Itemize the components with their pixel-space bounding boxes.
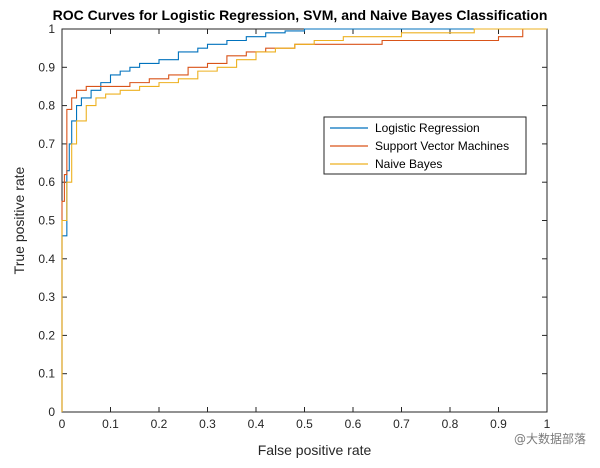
x-tick-label: 0 bbox=[59, 417, 66, 431]
x-tick-label: 0.2 bbox=[151, 417, 168, 431]
chart-title: ROC Curves for Logistic Regression, SVM,… bbox=[53, 7, 548, 23]
plot-area bbox=[61, 28, 548, 413]
y-axis-label: True positive rate bbox=[11, 166, 27, 274]
y-tick-label: 0.6 bbox=[38, 175, 55, 189]
x-tick-label: 0.9 bbox=[490, 417, 507, 431]
x-tick-label: 1 bbox=[544, 417, 551, 431]
series-line-naive-bayes bbox=[61, 28, 547, 412]
x-tick-label: 0.4 bbox=[248, 417, 265, 431]
y-tick-label: 0.1 bbox=[38, 367, 55, 381]
x-tick-label: 0.5 bbox=[296, 417, 313, 431]
x-tick-label: 0.3 bbox=[199, 417, 216, 431]
series-line-logistic-regression bbox=[61, 28, 547, 412]
y-tick-label: 0.9 bbox=[38, 60, 55, 74]
legend-entry: Support Vector Machines bbox=[375, 139, 509, 153]
legend-entry: Logistic Regression bbox=[375, 121, 480, 135]
x-axis-label: False positive rate bbox=[258, 442, 372, 458]
y-tick-label: 0.3 bbox=[38, 290, 55, 304]
y-tick-label: 0.4 bbox=[38, 252, 55, 266]
legend-entry: Naive Bayes bbox=[375, 157, 442, 171]
y-tick-label: 0.5 bbox=[38, 214, 55, 228]
x-tick-label: 0.8 bbox=[442, 417, 459, 431]
x-tick-label: 0.7 bbox=[393, 417, 410, 431]
x-tick-label: 0.1 bbox=[102, 417, 119, 431]
y-tick-label: 0 bbox=[48, 405, 55, 419]
x-tick-label: 0.6 bbox=[345, 417, 362, 431]
series-line-support-vector-machines bbox=[61, 28, 547, 412]
y-tick-label: 0.7 bbox=[38, 137, 55, 151]
y-tick-label: 1 bbox=[48, 22, 55, 36]
y-tick-label: 0.2 bbox=[38, 328, 55, 342]
y-tick-label: 0.8 bbox=[38, 99, 55, 113]
watermark: @大数据部落 bbox=[513, 432, 586, 446]
